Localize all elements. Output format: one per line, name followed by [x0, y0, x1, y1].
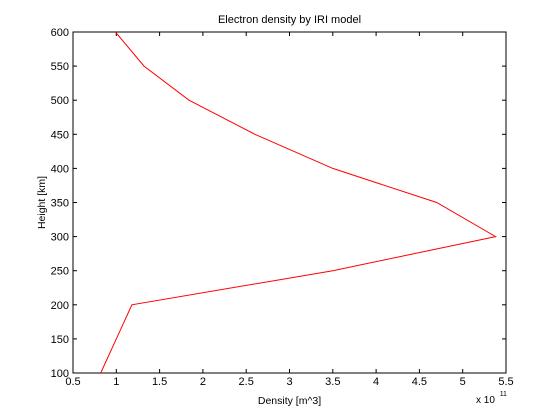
y-tick-label: 350: [51, 198, 69, 210]
y-tick-label: 200: [51, 300, 69, 312]
x-multiplier-base: x 10: [476, 395, 495, 406]
chart-title: Electron density by IRI model: [218, 14, 361, 26]
x-tick-label: 1: [113, 376, 119, 388]
y-tick-label: 300: [51, 232, 69, 244]
density-profile-line: [100, 31, 497, 374]
y-tick-label: 100: [51, 368, 69, 380]
x-tick-label: 5: [460, 376, 466, 388]
x-tick-label: 2.5: [239, 376, 254, 388]
x-tick-label: 0.5: [65, 376, 80, 388]
y-axis-label: Height [km]: [36, 176, 48, 229]
tick-labels: 0.5 1 1.5 2 2.5 3 3.5 4 4.5 5 5.5 100 150 200 250 300 35…: [51, 27, 514, 388]
tick-marks: [72, 31, 507, 374]
y-tick-label: 450: [51, 129, 69, 141]
y-tick-label: 400: [51, 163, 69, 175]
x-axis-label: Density [m^3]: [258, 395, 321, 407]
x-tick-label: 2: [200, 376, 206, 388]
x-tick-label: 4: [373, 376, 379, 388]
y-tick-label: 250: [51, 266, 69, 278]
y-tick-label: 550: [51, 61, 69, 73]
x-tick-label: 5.5: [498, 376, 513, 388]
x-tick-label: 3.5: [325, 376, 340, 388]
x-tick-label: 1.5: [152, 376, 167, 388]
series-layer: [100, 31, 497, 374]
y-tick-label: 150: [51, 334, 69, 346]
x-multiplier: x 10 11: [476, 391, 507, 406]
plot-area: [72, 31, 507, 374]
y-tick-label: 500: [51, 95, 69, 107]
x-multiplier-exponent: 11: [500, 391, 507, 398]
x-tick-label: 3: [286, 376, 292, 388]
x-tick-label: 4.5: [412, 376, 427, 388]
y-tick-label: 600: [51, 27, 69, 39]
